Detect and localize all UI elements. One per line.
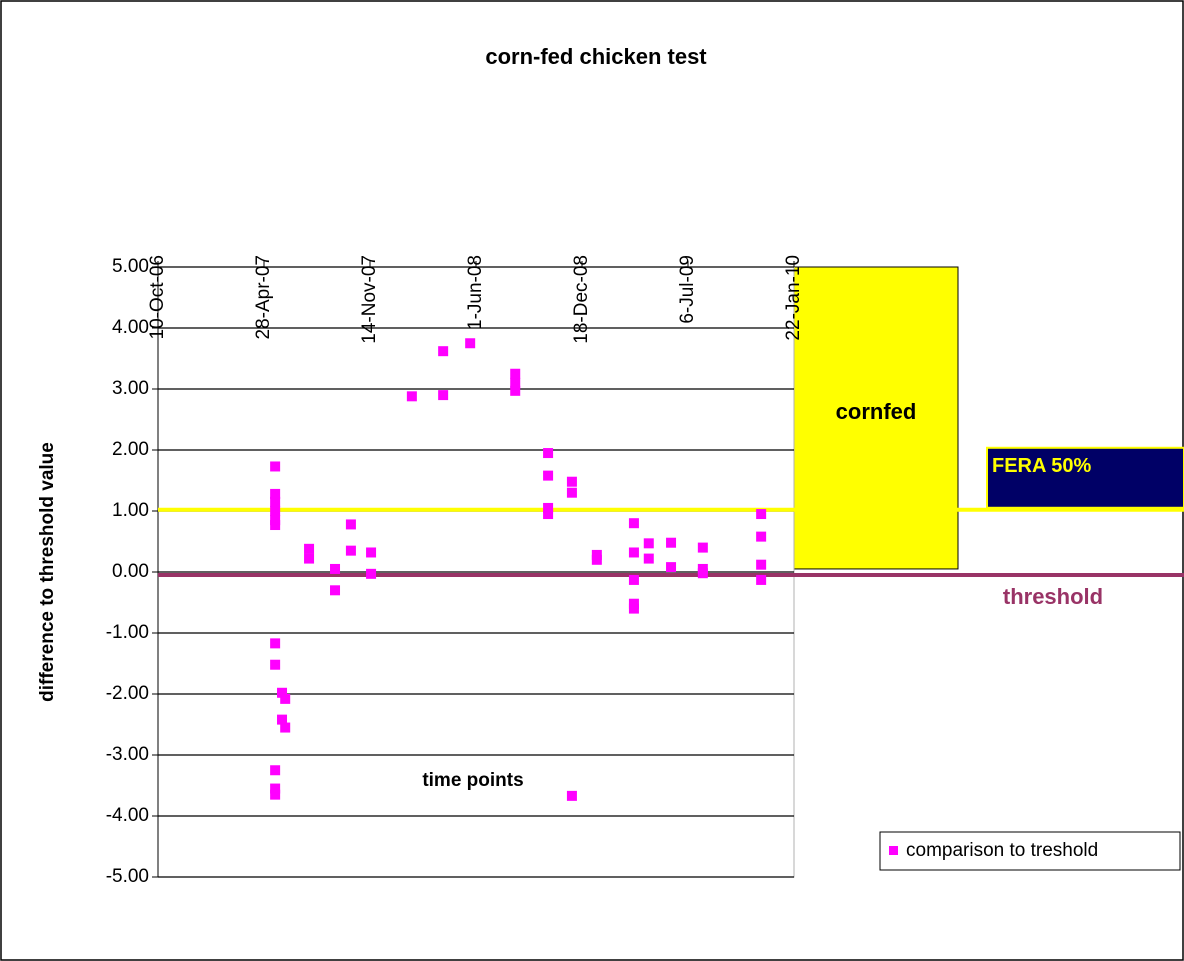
- x-tick-label: 28-Apr-07: [253, 255, 274, 340]
- point: [628, 574, 639, 585]
- point: [270, 506, 281, 516]
- point: [270, 496, 281, 507]
- point: [543, 502, 554, 513]
- point: [543, 509, 554, 520]
- point: [543, 470, 554, 481]
- point: [406, 391, 417, 402]
- y-tick-label: 5.00: [112, 256, 149, 277]
- legend-swatch: [889, 846, 898, 855]
- point: [330, 563, 341, 574]
- point: [756, 559, 767, 570]
- point: [270, 765, 281, 776]
- reference-label-box: [986, 446, 1184, 509]
- point: [345, 519, 356, 530]
- point: [270, 488, 281, 499]
- point: [330, 585, 341, 596]
- y-axis-label: difference to threshold value: [37, 442, 58, 702]
- y-tick-label: -1.00: [106, 622, 149, 643]
- point: [566, 790, 577, 801]
- point: [510, 368, 521, 379]
- point: [643, 538, 654, 549]
- x-tick-label: 6-Jul-09: [677, 255, 698, 324]
- point: [756, 509, 767, 520]
- point: [438, 346, 449, 357]
- cornfed-label: cornfed: [836, 399, 917, 424]
- point: [666, 537, 677, 548]
- point: [643, 553, 654, 564]
- y-tick-label: -4.00: [106, 805, 149, 826]
- point: [628, 603, 639, 614]
- point: [591, 554, 602, 565]
- y-tick-label: 3.00: [112, 378, 149, 399]
- y-tick-label: 2.00: [112, 439, 149, 460]
- reference-label: threshold: [1003, 584, 1103, 609]
- point: [510, 385, 521, 396]
- point: [270, 783, 281, 794]
- point: [277, 687, 288, 698]
- point: [345, 545, 356, 556]
- point: [438, 390, 449, 401]
- x-tick-label: 10-Oct-06: [147, 255, 168, 339]
- x-tick-label: 1-Jun-08: [465, 255, 486, 330]
- point: [628, 518, 639, 529]
- point: [543, 448, 554, 459]
- point: [270, 520, 281, 531]
- point: [270, 638, 281, 649]
- x-tick-label: 22-Jan-10: [783, 255, 804, 341]
- point: [366, 547, 377, 558]
- point: [277, 714, 288, 725]
- point: [270, 659, 281, 670]
- cornfed-box: [793, 266, 959, 570]
- point: [280, 693, 291, 704]
- point: [566, 476, 577, 487]
- x-axis-label: time points: [422, 770, 523, 791]
- chart-title: corn-fed chicken test: [485, 44, 707, 69]
- point: [756, 574, 767, 585]
- point: [280, 722, 291, 733]
- x-tick-label: 14-Nov-07: [359, 255, 380, 344]
- point: [628, 547, 639, 558]
- y-tick-label: -5.00: [106, 866, 149, 887]
- point: [697, 542, 708, 553]
- point: [270, 789, 281, 800]
- y-tick-label: -3.00: [106, 744, 149, 765]
- y-tick-label: 1.00: [112, 500, 149, 521]
- y-tick-label: 4.00: [112, 317, 149, 338]
- point: [304, 553, 315, 564]
- legend-label: comparison to treshold: [906, 840, 1098, 861]
- point: [510, 377, 521, 388]
- point: [465, 338, 476, 349]
- y-tick-label: -2.00: [106, 683, 149, 704]
- point: [697, 568, 708, 579]
- point: [666, 562, 677, 573]
- legend-box: [879, 831, 1181, 871]
- y-tick-label: 0.00: [112, 561, 149, 582]
- point: [270, 461, 281, 472]
- point: [566, 487, 577, 498]
- point: [304, 543, 315, 554]
- point: [756, 531, 767, 542]
- reference-label: FERA 50%: [992, 455, 1092, 477]
- point: [366, 568, 377, 579]
- x-tick-label: 18-Dec-08: [571, 255, 592, 344]
